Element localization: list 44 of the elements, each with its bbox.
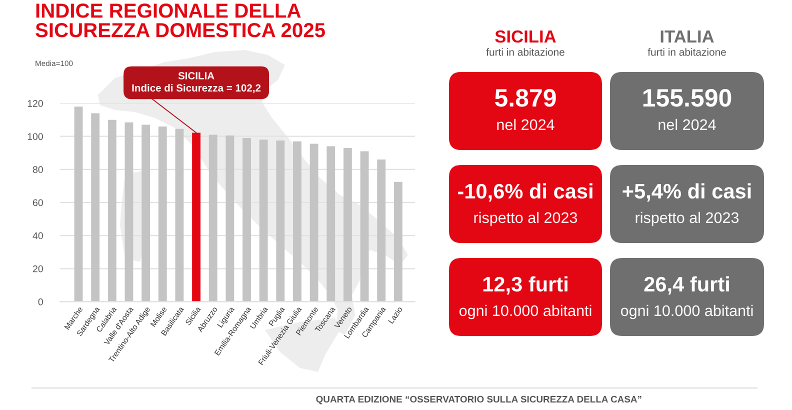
annotation: SICILIA Indice di Sicurezza = 102,2 bbox=[132, 72, 261, 94]
text: 5.879 bbox=[494, 89, 556, 107]
y-tick-label: 80 bbox=[32, 166, 43, 174]
text: nel 2024 bbox=[658, 118, 716, 130]
text: furti in abitazione bbox=[648, 48, 726, 56]
bar bbox=[377, 160, 386, 302]
bar bbox=[74, 106, 83, 302]
text: 12,3 furti bbox=[483, 276, 568, 295]
bar bbox=[259, 140, 268, 302]
bar bbox=[360, 151, 369, 302]
text: ogni 10.000 abitanti bbox=[459, 304, 592, 320]
text: nel 2024 bbox=[497, 118, 554, 130]
text: SICILIA bbox=[495, 30, 556, 43]
bar bbox=[343, 148, 352, 302]
bar bbox=[310, 144, 318, 302]
text: 155.590 bbox=[643, 89, 732, 107]
bar bbox=[293, 141, 302, 302]
text: ITALIA bbox=[660, 30, 714, 42]
chart-title: INDICE REGIONALE DELLA SICUREZZA DOMESTICA 2025 bbox=[36, 4, 325, 38]
bar bbox=[175, 128, 184, 302]
y-tick-label: 120 bbox=[28, 100, 43, 107]
text: -10,6% di casi bbox=[458, 183, 592, 202]
bar bbox=[242, 138, 251, 302]
text: +5,4% di casi bbox=[622, 183, 751, 202]
bar bbox=[394, 182, 402, 302]
bar bbox=[276, 140, 285, 302]
bar bbox=[108, 120, 116, 302]
y-tick-label: 60 bbox=[33, 199, 43, 206]
text: furti in abitazione bbox=[486, 48, 564, 56]
bar bbox=[208, 134, 218, 302]
bar bbox=[326, 146, 336, 302]
text: 26,4 furti bbox=[644, 276, 729, 295]
y-tick-label: 20 bbox=[33, 265, 43, 272]
bar bbox=[192, 132, 200, 302]
text: rispetto al 2023 bbox=[474, 212, 578, 226]
text: ogni 10.000 abitanti bbox=[620, 304, 753, 320]
text: rispetto al 2023 bbox=[636, 212, 739, 226]
y-tick-label: 0 bbox=[38, 298, 43, 306]
bar bbox=[158, 126, 167, 302]
bar bbox=[226, 136, 234, 302]
text: QUARTA EDIZIONE “OSSERVATORIO SULLA SICUREZZA DELLA CASA” bbox=[316, 396, 642, 404]
bar bbox=[91, 113, 100, 302]
y-tick-label: 100 bbox=[28, 133, 43, 140]
y-tick-label: 40 bbox=[32, 232, 43, 240]
